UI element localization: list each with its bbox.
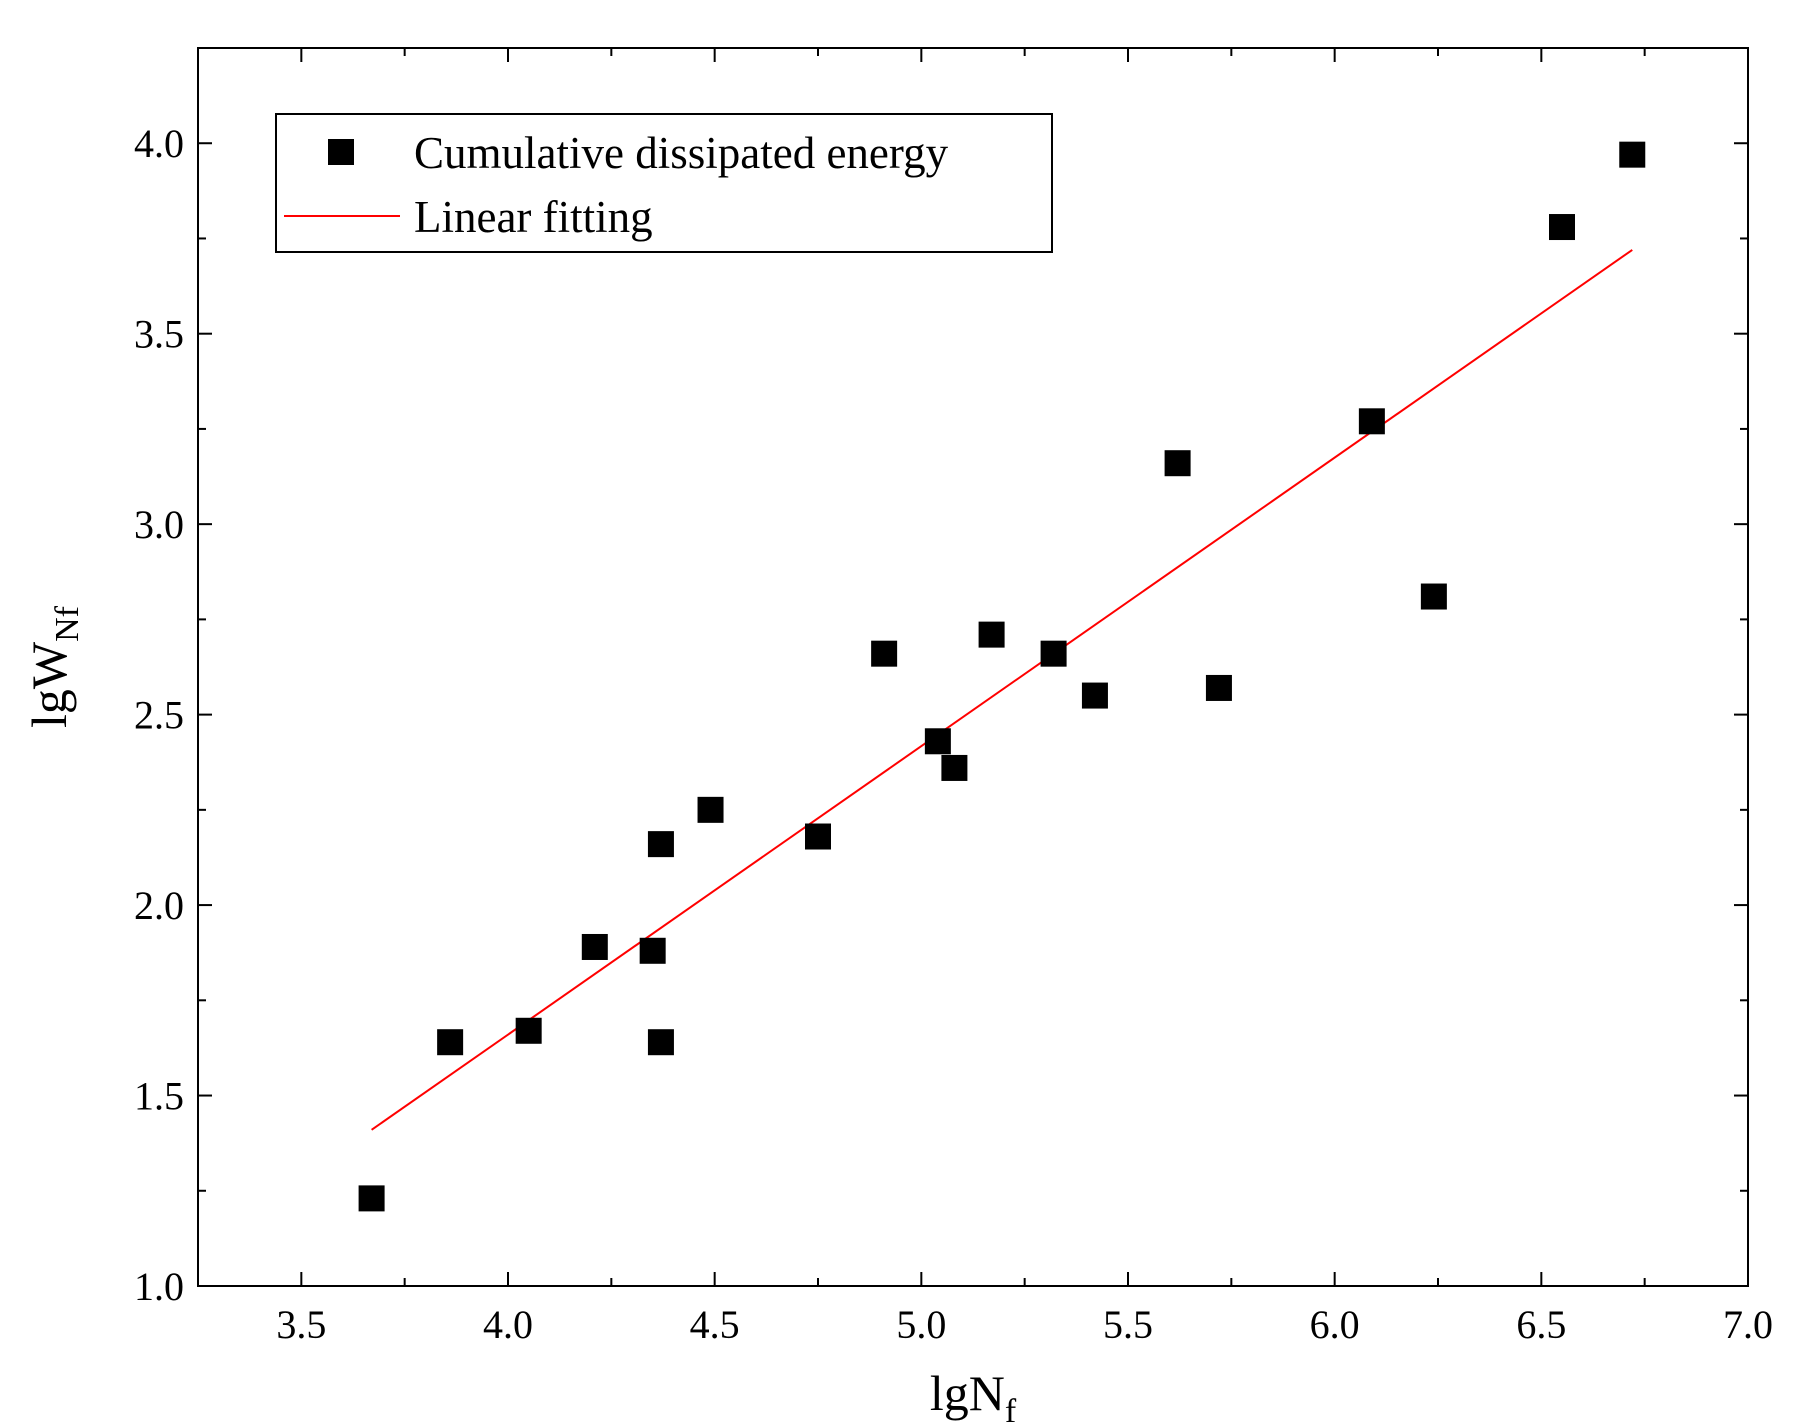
legend-label-cumulative-dissipated-energy: Cumulative dissipated energy [414,128,949,178]
data-point [1081,682,1108,709]
data-point [1358,408,1385,435]
y-tick-label: 2.5 [134,693,184,738]
x-tick-label: 6.5 [1516,1302,1566,1347]
data-point [871,640,898,667]
plot-border [197,47,1749,1287]
data-point [697,796,724,823]
data-point [1420,583,1447,610]
y-tick-label: 1.0 [134,1264,184,1309]
data-point [805,823,831,850]
data-point [941,754,968,781]
legend-label-linear-fitting: Linear fitting [414,192,653,242]
x-axis-label: lgNf [930,1365,1017,1426]
data-point [1164,450,1191,477]
y-tick-label: 2.0 [134,883,184,928]
legend-marker-square [328,139,354,165]
x-tick-label: 3.5 [276,1302,326,1347]
legend-box [275,113,1053,253]
y-axis-label-main: lgW [21,641,77,728]
y-tick-label: 3.0 [134,502,184,547]
x-axis-label-main: lgN [930,1365,1005,1421]
linear-fit-line [371,249,1633,1131]
y-tick-label: 3.5 [134,312,184,357]
ticks-layer [198,48,1749,1287]
data-point [978,621,1005,648]
legend: Cumulative dissipated energy Linear fitt… [275,113,1053,253]
x-tick-label: 4.0 [483,1302,533,1347]
data-point [647,1029,674,1056]
tick-labels-layer: 3.5 4.0 4.5 5.0 5.5 6.0 6.5 7.0 1.0 1.5 2.0 2.5 3.0 3… [134,121,1773,1347]
x-tick-label: 4.5 [690,1302,740,1347]
y-tick-label: 4.0 [134,121,184,166]
x-tick-label: 6.0 [1310,1302,1360,1347]
data-point [924,728,951,755]
plot-frame [197,47,1749,1287]
x-tick-label: 7.0 [1723,1302,1773,1347]
data-point [639,937,666,964]
y-axis-label: lgWNf [21,605,86,728]
y-axis-label-sub: Nf [49,605,86,642]
x-tick-label: 5.5 [1103,1302,1153,1347]
fit-line-layer [371,249,1633,1131]
data-point [1549,214,1575,241]
data-points-layer [358,141,1646,1212]
data-point [1040,640,1067,667]
x-axis-label-sub: f [1005,1393,1017,1426]
y-tick-label: 1.5 [134,1074,184,1119]
data-point [1619,141,1646,168]
data-point [1205,674,1232,701]
data-point [647,831,674,858]
data-point [358,1185,385,1212]
data-point [437,1029,464,1056]
data-point [581,933,608,960]
data-point [515,1017,542,1044]
x-tick-label: 5.0 [896,1302,946,1347]
